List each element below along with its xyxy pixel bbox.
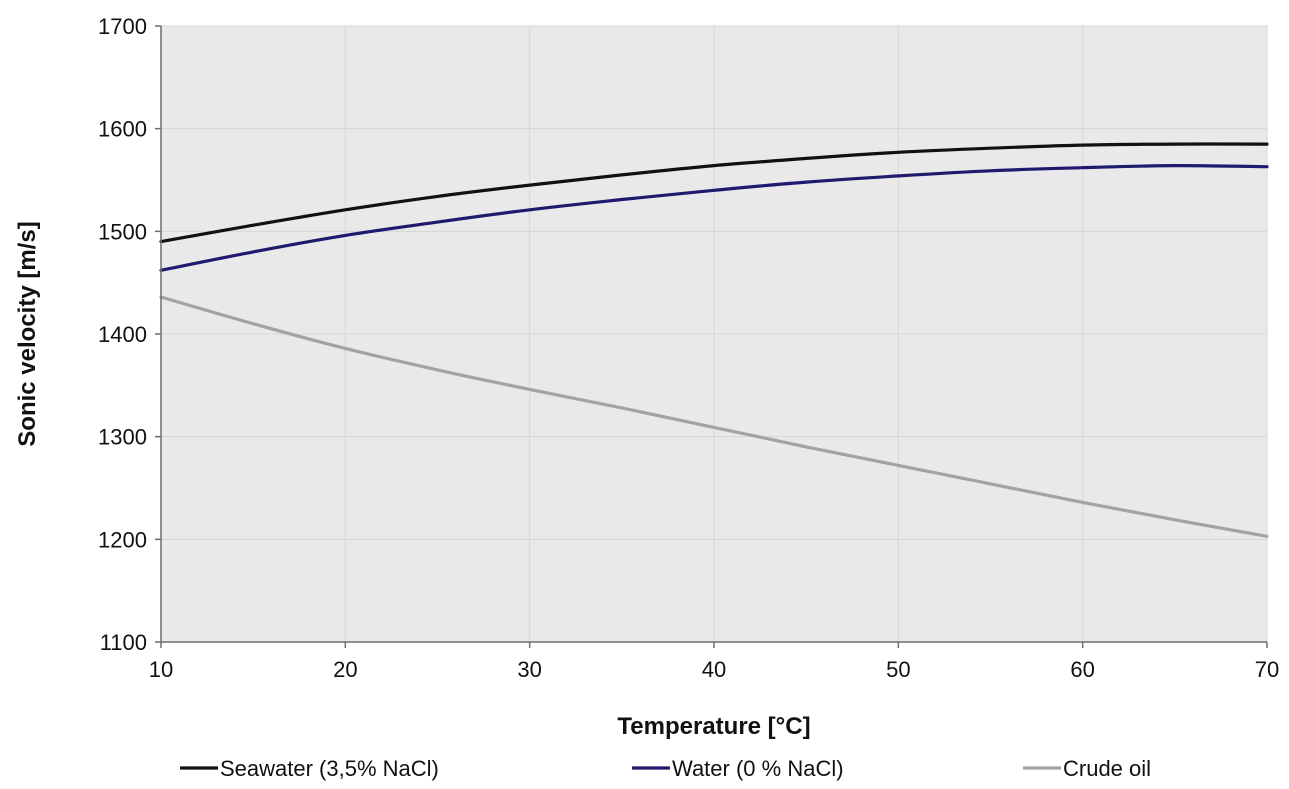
x-tick-label: 70 — [1255, 657, 1279, 682]
y-tick-label: 1200 — [98, 527, 147, 552]
x-tick-label: 20 — [333, 657, 357, 682]
y-tick-label: 1100 — [100, 630, 147, 655]
x-tick-label: 50 — [886, 657, 910, 682]
gridlines — [161, 25, 1268, 642]
y-tick-label: 1700 — [98, 14, 147, 39]
y-tick-labels: 1100 1200 1300 1400 1500 1600 1700 — [98, 14, 161, 655]
y-tick-label: 1400 — [98, 322, 147, 347]
series-line-0 — [159, 142, 1269, 244]
legend-label: Crude oil — [1063, 756, 1151, 781]
series-line-1 — [159, 163, 1269, 272]
legend-label: Seawater (3,5% NaCl) — [220, 756, 439, 781]
x-tick-label: 40 — [702, 657, 726, 682]
x-tick-label: 10 — [149, 657, 173, 682]
legend: Seawater (3,5% NaCl) Water (0 % NaCl) Crud… — [180, 756, 1151, 781]
series-lines — [159, 142, 1269, 538]
series-line-2 — [159, 295, 1269, 538]
y-tick-label: 1500 — [98, 219, 147, 244]
y-tick-label: 1300 — [98, 425, 147, 450]
legend-label: Water (0 % NaCl) — [672, 756, 844, 781]
x-tick-label: 60 — [1070, 657, 1094, 682]
x-tick-labels: 10 20 30 40 50 60 70 — [149, 642, 1279, 682]
x-axis-title: Temperature [°C] — [617, 713, 810, 740]
y-axis-title: Sonic velocity [m/s] — [14, 221, 41, 446]
y-tick-label: 1600 — [98, 117, 147, 142]
x-tick-label: 30 — [517, 657, 541, 682]
